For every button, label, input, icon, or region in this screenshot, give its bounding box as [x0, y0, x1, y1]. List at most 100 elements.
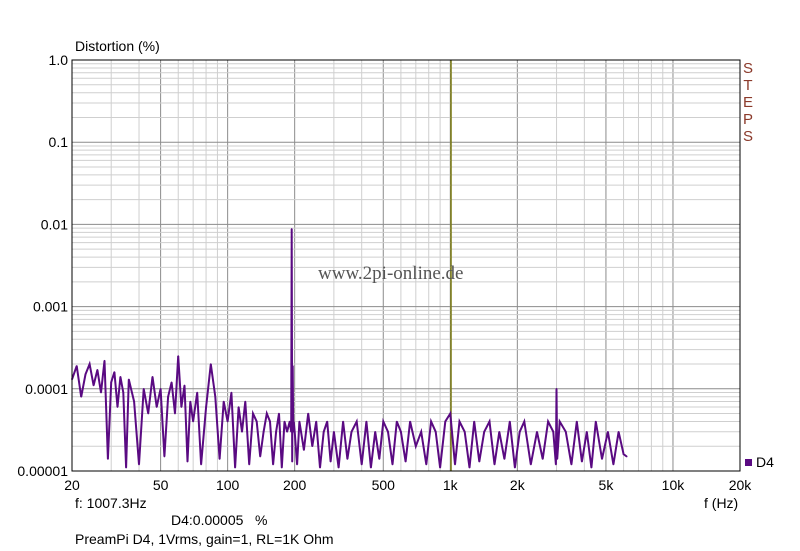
y-tick-labels: 1.0 0.1 0.01 0.001 0.0001 0.00001: [17, 52, 68, 479]
data-point: [570, 463, 573, 466]
data-point: [536, 430, 538, 433]
legend[interactable]: D4: [745, 454, 774, 470]
x-tick-label: 10k: [662, 477, 686, 493]
data-point: [315, 420, 318, 423]
data-point: [292, 420, 295, 423]
data-point: [226, 420, 229, 423]
data-point: [337, 466, 340, 469]
x-tick-labels: 20 50 100 200 500 1k 2k 5k 10k 20k: [64, 477, 752, 493]
data-point: [142, 388, 145, 390]
data-point: [547, 420, 549, 423]
data-point: [133, 400, 135, 403]
data-point: [350, 430, 353, 433]
data-point: [138, 463, 140, 466]
data-point: [214, 395, 217, 398]
data-point: [122, 391, 125, 394]
data-point: [116, 406, 119, 408]
data-point: [625, 455, 628, 458]
data-point: [75, 365, 78, 367]
data-point: [530, 463, 532, 466]
data-point: [218, 458, 221, 460]
data-point: [298, 420, 301, 423]
data-point: [493, 463, 496, 466]
series-layer: [71, 228, 628, 469]
data-point: [80, 395, 83, 398]
data-point: [503, 458, 506, 460]
x-tick-label: 20: [64, 477, 80, 493]
data-point: [420, 430, 422, 433]
data-point: [307, 412, 309, 415]
data-point: [556, 458, 558, 460]
data-point: [272, 463, 274, 466]
data-point: [488, 420, 491, 423]
data-point: [473, 420, 475, 423]
data-point: [365, 420, 368, 423]
data-point: [439, 466, 441, 469]
data-point: [391, 463, 394, 466]
y-tick-label: 1.0: [49, 52, 69, 68]
data-point: [434, 430, 437, 433]
data-point: [463, 430, 466, 433]
data-point: [151, 375, 154, 378]
data-point: [92, 384, 95, 387]
data-point: [200, 463, 202, 466]
legend-label-d4: D4: [756, 454, 774, 470]
data-point: [409, 420, 411, 423]
data-point: [425, 463, 428, 466]
data-point: [292, 430, 295, 433]
data-point: [449, 412, 452, 415]
chart-grid: [71, 60, 741, 472]
x-tick-label: 20k: [729, 477, 753, 493]
data-point: [514, 466, 516, 469]
data-point: [387, 430, 389, 433]
data-point: [552, 430, 555, 433]
data-point: [555, 463, 557, 466]
data-point: [498, 430, 501, 433]
y-tick-label: 0.001: [33, 299, 68, 315]
data-point: [147, 412, 150, 415]
data-point: [167, 395, 169, 398]
data-point: [269, 420, 271, 423]
data-point: [125, 466, 127, 469]
data-point: [209, 363, 212, 365]
data-point: [177, 355, 180, 357]
data-point: [400, 430, 402, 433]
data-point: [192, 420, 194, 423]
data-point: [478, 460, 481, 463]
watermark: www.2pi-online.de: [318, 263, 464, 284]
data-point: [404, 460, 407, 463]
x-tick-label: 2k: [510, 477, 526, 493]
data-point: [303, 449, 305, 451]
data-point: [468, 466, 471, 469]
data-point: [248, 463, 251, 466]
x-tick-label: 5k: [599, 477, 615, 493]
data-point: [288, 420, 291, 423]
data-point: [266, 412, 268, 415]
data-point: [119, 375, 122, 378]
data-point: [342, 420, 344, 423]
data-point: [163, 455, 166, 458]
data-point: [622, 453, 625, 456]
data-point: [88, 363, 91, 365]
data-point: [183, 384, 186, 387]
data-point: [255, 420, 258, 423]
data-point: [186, 460, 189, 463]
data-point: [100, 391, 102, 394]
cursor-value-readout: D4:0.00005 %: [171, 512, 268, 528]
data-point: [370, 466, 372, 469]
chart-caption: PreamPi D4, 1Vrms, gain=1, RL=1K Ohm: [75, 531, 334, 547]
data-point: [541, 458, 544, 460]
data-point: [290, 430, 293, 433]
data-point: [96, 369, 99, 371]
data-point: [458, 420, 461, 423]
data-point: [322, 430, 325, 433]
x-tick-label: 1k: [443, 477, 459, 493]
data-point: [159, 388, 162, 390]
data-point: [262, 430, 265, 433]
data-point: [311, 445, 314, 448]
data-point: [360, 463, 363, 466]
data-point: [241, 430, 243, 433]
data-point: [275, 430, 277, 433]
